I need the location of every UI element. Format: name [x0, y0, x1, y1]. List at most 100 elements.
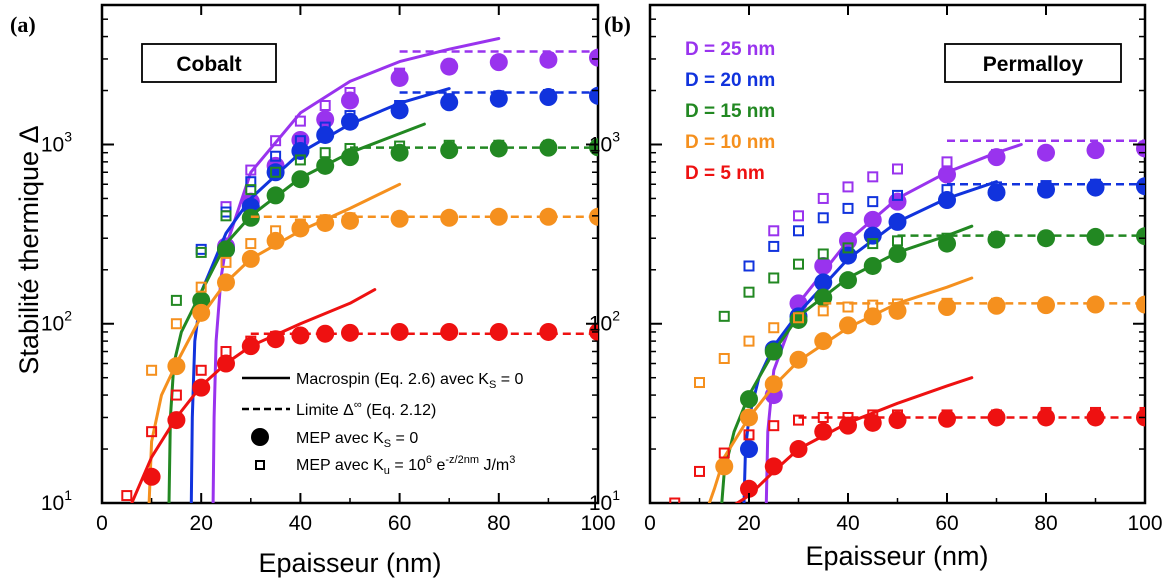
x-tick-label-b-3: 60 [935, 512, 958, 535]
mep-point-b-s4-0 [740, 479, 758, 498]
mep-point-a-s4-8 [341, 323, 359, 342]
mep-point-b-s3-4 [814, 332, 833, 351]
legend-item-mep: MEP avec KS = 0 [251, 428, 418, 450]
x-tick-label-b-0: 0 [644, 512, 656, 535]
mep-point-b-s3-0 [715, 457, 734, 476]
diameter-legend-entry-1: D = 20 nm [685, 70, 775, 91]
mep-point-b-s2-8 [987, 230, 1006, 249]
panel-a-ticks: 0 20 40 60 80 100 101 102 103 [41, 4, 616, 535]
mep-point-b-s2-11 [1136, 227, 1145, 246]
mepk-point-b-s2-4 [817, 248, 829, 260]
mep-point-b-s2-4 [839, 271, 857, 290]
mep-point-a-s3-3 [241, 249, 260, 268]
mep-point-a-s0-6 [390, 68, 409, 87]
mep-point-a-s4-4 [241, 337, 260, 356]
mep-point-b-s3-3 [789, 350, 808, 369]
panel-a-letter: (a) [10, 12, 36, 37]
mep-point-a-s1-4 [316, 125, 335, 144]
mep-point-b-s3-9 [987, 296, 1006, 315]
mepk-point-b-s2-6 [867, 238, 879, 250]
mep-point-b-s1-10 [1086, 178, 1105, 197]
mepk-point-b-s4-6 [817, 411, 829, 423]
mep-point-a-s1-8 [489, 89, 508, 108]
mepk-point-b-s1-0 [743, 260, 755, 272]
mep-point-a-s2-9 [489, 139, 508, 158]
legend-mepk-sup1: 6 [426, 454, 432, 466]
mepk-point-a-s2-0 [170, 294, 182, 306]
mepk-point-b-s4-2 [718, 447, 730, 459]
mepk-point-b-s1-5 [867, 196, 879, 208]
mepk-point-a-s3-0 [146, 364, 158, 376]
mepk-point-b-s1-6 [892, 189, 903, 201]
legend-limit-label: Limite Δ [296, 402, 354, 419]
mep-point-a-s1-9 [539, 88, 558, 107]
diameter-legend-entry-0: D = 25 nm [685, 39, 775, 60]
mepk-point-a-s4-0 [121, 490, 133, 502]
mep-point-b-s3-7 [888, 301, 907, 320]
mep-point-a-s2-10 [539, 138, 558, 157]
mepk-point-b-s1-2 [793, 225, 804, 237]
mep-point-a-s2-0 [192, 291, 211, 310]
mep-point-b-s0-6 [938, 165, 956, 184]
x-tick-label-a-4: 80 [487, 512, 510, 535]
x-tick-label-b-2: 40 [836, 512, 859, 535]
mep-point-a-s2-7 [390, 143, 409, 162]
legend-macrospin-sub: S [489, 379, 496, 391]
y-axis-title: Stabilité thermique Δ [14, 125, 44, 374]
mep-point-b-s2-9 [1037, 229, 1055, 248]
mep-point-b-s0-2 [814, 256, 833, 275]
mep-point-a-s2-3 [266, 186, 285, 205]
legend-item-limit: Limite Δ∞ (Eq. 2.12) [242, 399, 436, 419]
panel-b-x-axis-title: Epaisseur (nm) [805, 541, 988, 571]
diameter-legend-entry-4: D = 5 nm [685, 163, 765, 184]
legend-macrospin-end: = 0 [496, 371, 523, 388]
mep-point-a-s0-10 [589, 48, 598, 67]
diameter-legend-entry-2: D = 15 nm [685, 101, 775, 122]
panel-a-sample-label: Cobalt [176, 53, 241, 76]
mep-point-b-s4-8 [987, 408, 1006, 427]
mep-point-b-s2-7 [938, 234, 956, 253]
mep-point-b-s4-5 [863, 413, 882, 432]
mep-point-b-s1-4 [839, 246, 857, 265]
legend-mepk-sub: u [384, 465, 390, 477]
mepk-point-a-s3-1 [170, 318, 182, 330]
mep-point-a-s1-5 [341, 112, 359, 131]
mepk-point-a-s1-0 [195, 243, 207, 255]
mep-point-a-s4-10 [440, 322, 459, 341]
mepk-point-a-s2-1 [195, 246, 207, 258]
diameter-legend: D = 25 nm D = 20 nm D = 15 nm D = 10 nm D = … [685, 39, 775, 184]
macrospin-line-a-s0 [211, 37, 501, 503]
panel-b-sample-box: Permalloy [944, 43, 1122, 83]
x-tick-label-b-5: 100 [1127, 512, 1162, 535]
mepk-point-b-s0-2 [817, 192, 829, 204]
mepk-point-b-s4-3 [743, 429, 755, 441]
mep-point-a-s3-11 [539, 207, 558, 226]
mep-point-a-s2-8 [440, 141, 459, 160]
mep-point-a-s2-6 [341, 148, 359, 167]
mepk-point-a-s1-2 [245, 176, 257, 188]
y-tick-label-a-0: 101 [41, 487, 72, 515]
mep-point-a-s1-2 [266, 163, 285, 182]
mep-point-a-s1-7 [440, 93, 459, 112]
mep-point-a-s4-1 [167, 411, 186, 430]
mepk-point-a-s2-4 [270, 166, 282, 178]
mep-point-a-s1-3 [291, 141, 310, 160]
mepk-point-a-s0-1 [245, 164, 257, 176]
diameter-legend-entry-3: D = 10 nm [685, 132, 775, 153]
y-tick-label-b-1: 102 [589, 308, 620, 336]
svg-text:Limite Δ∞ (Eq. 2.12): Limite Δ∞ (Eq. 2.12) [296, 399, 436, 419]
macrospin-line-b-s1 [742, 180, 998, 503]
mepk-point-b-s0-6 [941, 156, 953, 168]
mep-point-b-s2-0 [740, 390, 758, 409]
svg-text:MEP avec KS = 0: MEP avec KS = 0 [296, 430, 418, 450]
mep-point-a-s4-7 [316, 324, 335, 343]
mep-point-a-s4-6 [291, 326, 310, 345]
svg-text:Macrospin (Eq. 2.6) avec KS =: Macrospin (Eq. 2.6) avec KS = 0 [296, 371, 524, 391]
legend-mepk-mid2: e [432, 457, 445, 474]
mep-point-b-s1-11 [1136, 177, 1145, 196]
mep-point-b-s0-5 [888, 192, 907, 211]
mep-point-a-s3-2 [217, 273, 235, 292]
legend-mep-sub: S [384, 438, 391, 450]
mep-point-a-s1-6 [390, 101, 409, 120]
mepk-point-b-s3-6 [842, 301, 854, 313]
